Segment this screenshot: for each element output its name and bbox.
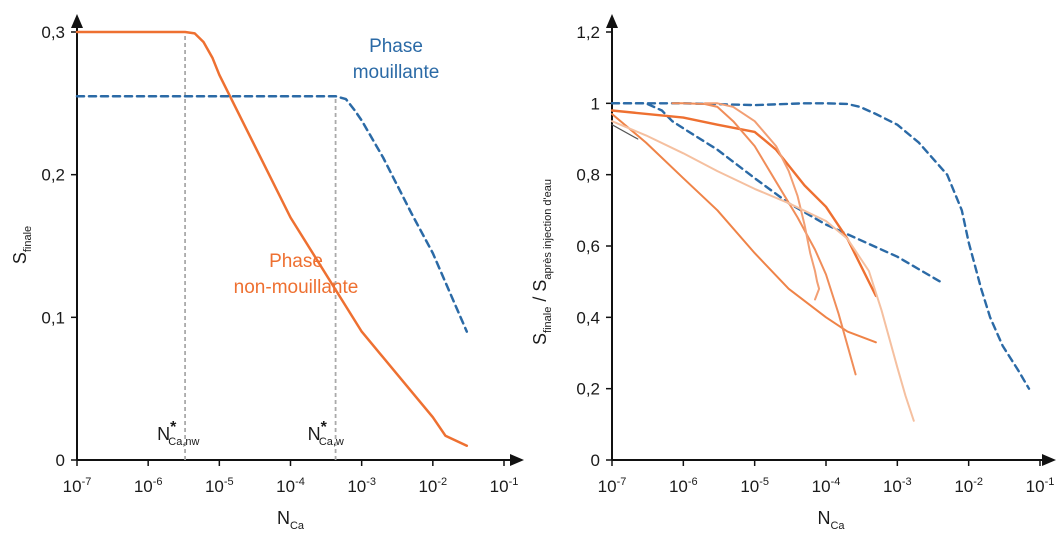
x-tick-base: 10 xyxy=(740,477,759,496)
x-tick-exponent: -2 xyxy=(437,476,447,488)
critical-capillary-label-star: * xyxy=(170,419,177,436)
x-tick-label: 10-6 xyxy=(134,476,163,496)
x-tick-base: 10 xyxy=(276,477,295,496)
critical-capillary-label-main: N xyxy=(157,424,170,444)
x-axis-arrowhead xyxy=(1042,454,1056,466)
y-axis-title-main: S xyxy=(530,333,550,345)
y-tick-label: 0 xyxy=(56,451,65,470)
y-tick-label: 0,6 xyxy=(576,237,600,256)
y-axis-title: Sfinale xyxy=(10,226,34,264)
x-tick-base: 10 xyxy=(418,477,437,496)
y-tick-label: 0,3 xyxy=(41,23,65,42)
x-tick-base: 10 xyxy=(134,477,153,496)
x-tick-base: 10 xyxy=(490,477,509,496)
y-tick-label: 0,1 xyxy=(41,308,65,327)
x-tick-label: 10-4 xyxy=(812,476,841,496)
x-axis-title-subscript: Ca xyxy=(290,520,305,532)
y-axis-title-main-2: / S xyxy=(530,280,550,307)
x-tick-base: 10 xyxy=(812,477,831,496)
x-tick-base: 10 xyxy=(954,477,973,496)
y-tick-label: 1 xyxy=(591,94,600,113)
y-axis-title-main: S xyxy=(10,252,30,264)
y-axis-title-subscript-2: après injection d'eau xyxy=(542,179,554,280)
y-tick-label: 0,2 xyxy=(41,166,65,185)
x-tick-base: 10 xyxy=(669,477,688,496)
x-tick-label: 10-5 xyxy=(740,476,769,496)
x-tick-exponent: -4 xyxy=(831,476,841,488)
x-tick-label: 10-4 xyxy=(276,476,305,496)
critical-capillary-label-star: * xyxy=(321,419,328,436)
x-axis-title-main: N xyxy=(277,508,290,528)
x-tick-base: 10 xyxy=(883,477,902,496)
series-line-phase-non-mouillante xyxy=(75,30,469,447)
series-label-phase-non-mouillante: non-mouillante xyxy=(234,277,359,298)
x-axis-title: NCa xyxy=(277,508,305,532)
y-axis-title-subscript: finale xyxy=(22,226,34,252)
x-tick-exponent: -3 xyxy=(902,476,912,488)
y-axis-arrowhead xyxy=(71,14,83,28)
series-label-phase-mouillante: Phase xyxy=(369,36,423,57)
x-tick-label: 10-3 xyxy=(883,476,912,496)
y-tick-label: 0,8 xyxy=(576,166,600,185)
y-tick-label: 1,2 xyxy=(576,23,600,42)
y-tick-label: 0,4 xyxy=(576,308,600,327)
x-tick-label: 10-3 xyxy=(347,476,376,496)
x-tick-exponent: -6 xyxy=(688,476,698,488)
x-axis-title-main: N xyxy=(817,508,830,528)
series-line-phase-mouillante xyxy=(75,94,469,333)
x-tick-label: 10-7 xyxy=(63,476,92,496)
x-tick-base: 10 xyxy=(1026,477,1045,496)
left-panel-plot: 10-7 10-6 10-5 10-4 10-3 10-2 10-100,10,20,3NC… xyxy=(10,14,524,532)
series-line-1 xyxy=(610,102,942,283)
series-line-4 xyxy=(671,102,857,376)
y-tick-label: 0 xyxy=(591,451,600,470)
x-tick-base: 10 xyxy=(63,477,82,496)
critical-capillary-label: N* Ca,w xyxy=(308,419,344,448)
critical-capillary-label-subscript: Ca,w xyxy=(319,436,344,448)
y-axis-title: Sfinale / Saprès injection d'eau xyxy=(530,179,554,345)
critical-capillary-label: N* Ca,nw xyxy=(157,419,199,448)
x-tick-label: 10-1 xyxy=(490,476,519,496)
series-line-0 xyxy=(610,102,1031,390)
x-tick-exponent: -2 xyxy=(973,476,983,488)
right-panel-plot: 10-7 10-6 10-5 10-4 10-3 10-2 10-100,20,40,60,… xyxy=(530,14,1056,532)
x-tick-exponent: -5 xyxy=(224,476,234,488)
series-line-7 xyxy=(611,124,639,140)
x-axis-title-subscript: Ca xyxy=(830,520,845,532)
x-axis-title: NCa xyxy=(817,508,845,532)
x-tick-label: 10-7 xyxy=(598,476,627,496)
series-label-phase-mouillante: mouillante xyxy=(353,62,440,83)
critical-capillary-label-subscript: Ca,nw xyxy=(168,436,199,448)
x-tick-exponent: -7 xyxy=(82,476,92,488)
x-tick-exponent: -7 xyxy=(617,476,627,488)
x-tick-base: 10 xyxy=(205,477,224,496)
y-axis-arrowhead xyxy=(606,14,618,28)
x-tick-exponent: -6 xyxy=(153,476,163,488)
x-tick-label: 10-2 xyxy=(418,476,447,496)
x-tick-exponent: -4 xyxy=(295,476,305,488)
x-tick-label: 10-6 xyxy=(669,476,698,496)
y-tick-label: 0,2 xyxy=(576,380,600,399)
x-axis-arrowhead xyxy=(510,454,524,466)
x-tick-exponent: -5 xyxy=(759,476,769,488)
series-line-5 xyxy=(703,102,821,301)
x-tick-label: 10-2 xyxy=(954,476,983,496)
y-axis-title-subscript: finale xyxy=(542,307,554,333)
series-line-6 xyxy=(611,120,915,422)
series-line-2 xyxy=(610,109,878,298)
x-tick-base: 10 xyxy=(598,477,617,496)
x-tick-label: 10-1 xyxy=(1026,476,1055,496)
critical-capillary-label-main: N xyxy=(308,424,321,444)
x-tick-label: 10-5 xyxy=(205,476,234,496)
x-tick-exponent: -1 xyxy=(509,476,519,488)
x-tick-exponent: -1 xyxy=(1045,476,1055,488)
series-label-phase-non-mouillante: Phase xyxy=(269,251,323,272)
x-tick-exponent: -3 xyxy=(366,476,376,488)
series-line-3 xyxy=(611,113,877,344)
x-tick-base: 10 xyxy=(347,477,366,496)
